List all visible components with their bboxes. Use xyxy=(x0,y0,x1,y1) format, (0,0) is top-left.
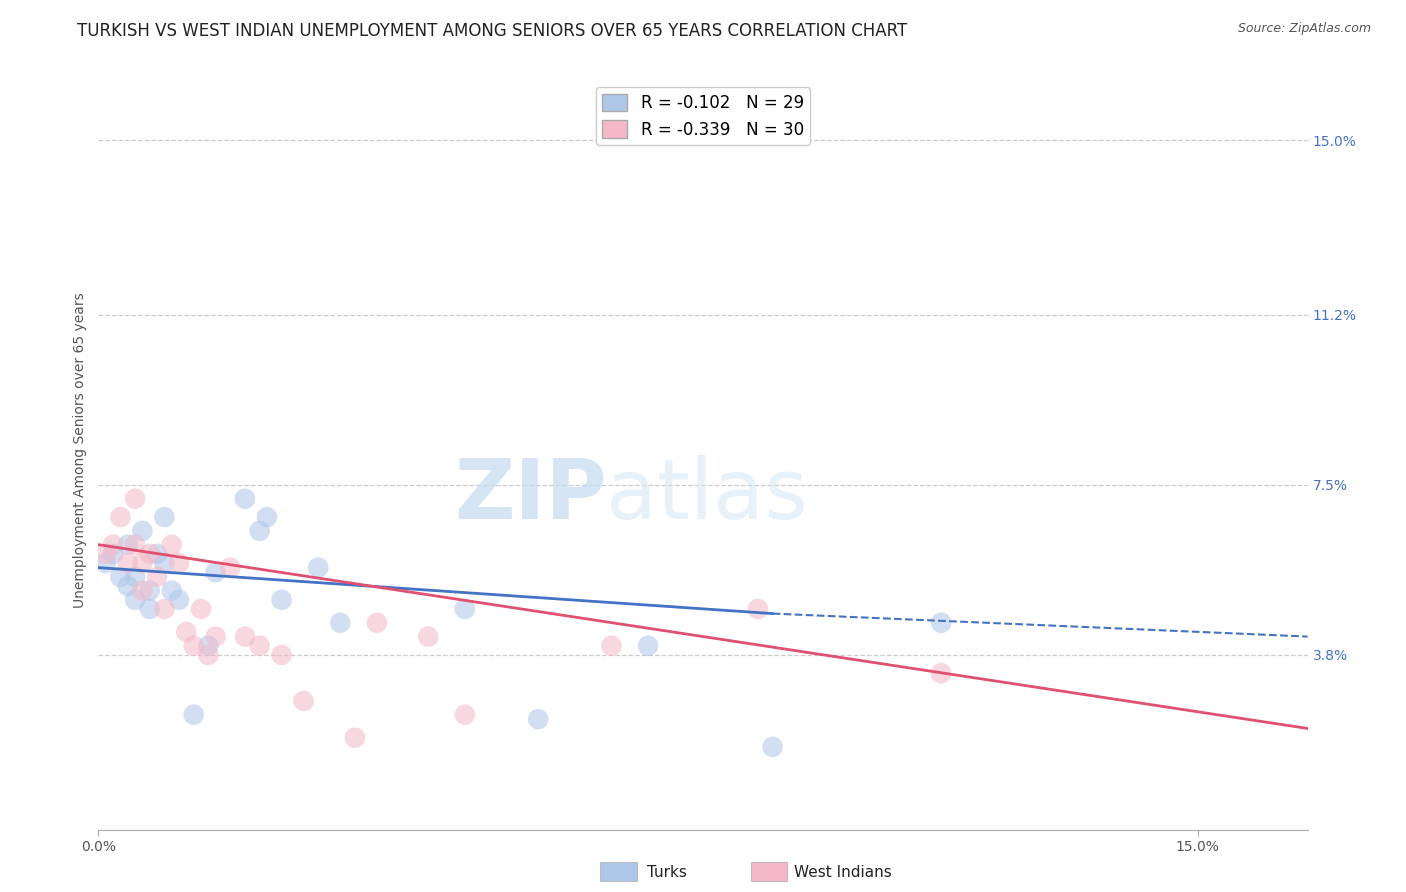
Point xyxy=(418,630,440,644)
Point xyxy=(138,583,160,598)
Point xyxy=(929,615,952,630)
Point xyxy=(167,592,190,607)
Point xyxy=(124,538,146,552)
Point xyxy=(146,547,169,561)
Point xyxy=(307,560,329,574)
Point xyxy=(160,538,183,552)
Point xyxy=(94,547,117,561)
Y-axis label: Unemployment Among Seniors over 65 years: Unemployment Among Seniors over 65 years xyxy=(73,293,87,608)
Point xyxy=(270,592,292,607)
Point xyxy=(131,583,153,598)
Legend: R = -0.102   N = 29, R = -0.339   N = 30: R = -0.102 N = 29, R = -0.339 N = 30 xyxy=(596,87,810,145)
Point xyxy=(117,556,139,570)
Text: atlas: atlas xyxy=(606,456,808,536)
Point xyxy=(329,615,352,630)
Point xyxy=(167,556,190,570)
Point xyxy=(249,524,271,538)
Point xyxy=(124,491,146,506)
Point xyxy=(762,739,785,754)
FancyBboxPatch shape xyxy=(751,862,787,881)
Point xyxy=(153,510,176,524)
Point xyxy=(204,630,226,644)
Point xyxy=(233,630,256,644)
Point xyxy=(153,556,176,570)
Point xyxy=(204,566,226,580)
Point xyxy=(454,707,477,722)
Point xyxy=(929,666,952,681)
Text: ZIP: ZIP xyxy=(454,456,606,536)
Point xyxy=(117,579,139,593)
Point xyxy=(292,694,315,708)
Point xyxy=(197,648,219,662)
Point xyxy=(101,538,124,552)
Point xyxy=(256,510,278,524)
Point xyxy=(183,639,205,653)
Point xyxy=(160,583,183,598)
Point xyxy=(131,524,153,538)
Point xyxy=(94,556,117,570)
Point xyxy=(366,615,388,630)
Point xyxy=(219,560,242,574)
Text: West Indians: West Indians xyxy=(794,865,893,880)
Point xyxy=(101,547,124,561)
Point xyxy=(343,731,366,745)
Point xyxy=(146,570,169,584)
Point xyxy=(124,592,146,607)
Point xyxy=(117,538,139,552)
Point xyxy=(183,707,205,722)
Point xyxy=(270,648,292,662)
Point xyxy=(233,491,256,506)
Point xyxy=(249,639,271,653)
Point xyxy=(197,639,219,653)
Point xyxy=(153,602,176,616)
Point xyxy=(131,556,153,570)
Point xyxy=(454,602,477,616)
Text: Turks: Turks xyxy=(647,865,686,880)
Point xyxy=(138,547,160,561)
FancyBboxPatch shape xyxy=(600,862,637,881)
Point xyxy=(747,602,769,616)
Point xyxy=(110,510,132,524)
Text: Source: ZipAtlas.com: Source: ZipAtlas.com xyxy=(1237,22,1371,36)
Point xyxy=(176,624,198,639)
Point xyxy=(138,602,160,616)
Point xyxy=(527,712,550,726)
Point xyxy=(190,602,212,616)
Point xyxy=(637,639,659,653)
Point xyxy=(124,570,146,584)
Point xyxy=(110,570,132,584)
Text: TURKISH VS WEST INDIAN UNEMPLOYMENT AMONG SENIORS OVER 65 YEARS CORRELATION CHAR: TURKISH VS WEST INDIAN UNEMPLOYMENT AMON… xyxy=(77,22,908,40)
Point xyxy=(600,639,623,653)
